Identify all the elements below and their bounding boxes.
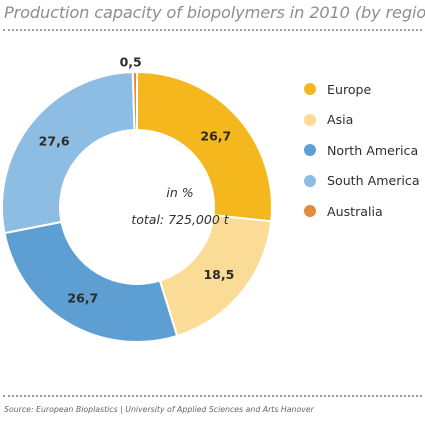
value-label-south-america: 27,6 xyxy=(39,134,70,149)
legend: Europe Asia North America South America … xyxy=(304,74,420,227)
legend-label-europe: Europe xyxy=(327,81,372,97)
legend-item-south-america: South America xyxy=(304,166,420,197)
legend-item-europe: Europe xyxy=(304,74,420,105)
top-divider xyxy=(3,29,422,31)
slice-europe xyxy=(136,70,273,223)
value-label-australia: 0,5 xyxy=(120,55,142,70)
legend-swatch-asia xyxy=(304,113,316,126)
legend-item-asia: Asia xyxy=(304,105,420,136)
legend-swatch-north-america xyxy=(304,144,316,157)
slice-south-america xyxy=(1,71,136,235)
value-label-north-america: 26,7 xyxy=(67,291,98,306)
legend-label-asia: Asia xyxy=(327,112,354,128)
legend-item-australia: Australia xyxy=(304,196,420,227)
center-label-unit: in % xyxy=(166,185,194,200)
source-note: Source: European Bioplastics | Universit… xyxy=(4,405,314,414)
slice-australia xyxy=(131,70,138,132)
legend-label-south-america: South America xyxy=(327,173,420,189)
bottom-divider xyxy=(3,395,422,397)
center-label-total: total: 725,000 t xyxy=(131,212,229,227)
legend-label-north-america: North America xyxy=(327,142,419,158)
value-label-europe: 26,7 xyxy=(200,129,231,144)
slice-north-america xyxy=(3,220,179,343)
chart-title: Production capacity of biopolymers in 20… xyxy=(4,3,425,22)
legend-item-north-america: North America xyxy=(304,135,420,166)
legend-swatch-south-america xyxy=(304,174,316,187)
legend-label-australia: Australia xyxy=(327,203,383,219)
legend-swatch-europe xyxy=(304,83,316,96)
legend-swatch-australia xyxy=(304,205,316,218)
value-label-asia: 18,5 xyxy=(203,267,234,282)
